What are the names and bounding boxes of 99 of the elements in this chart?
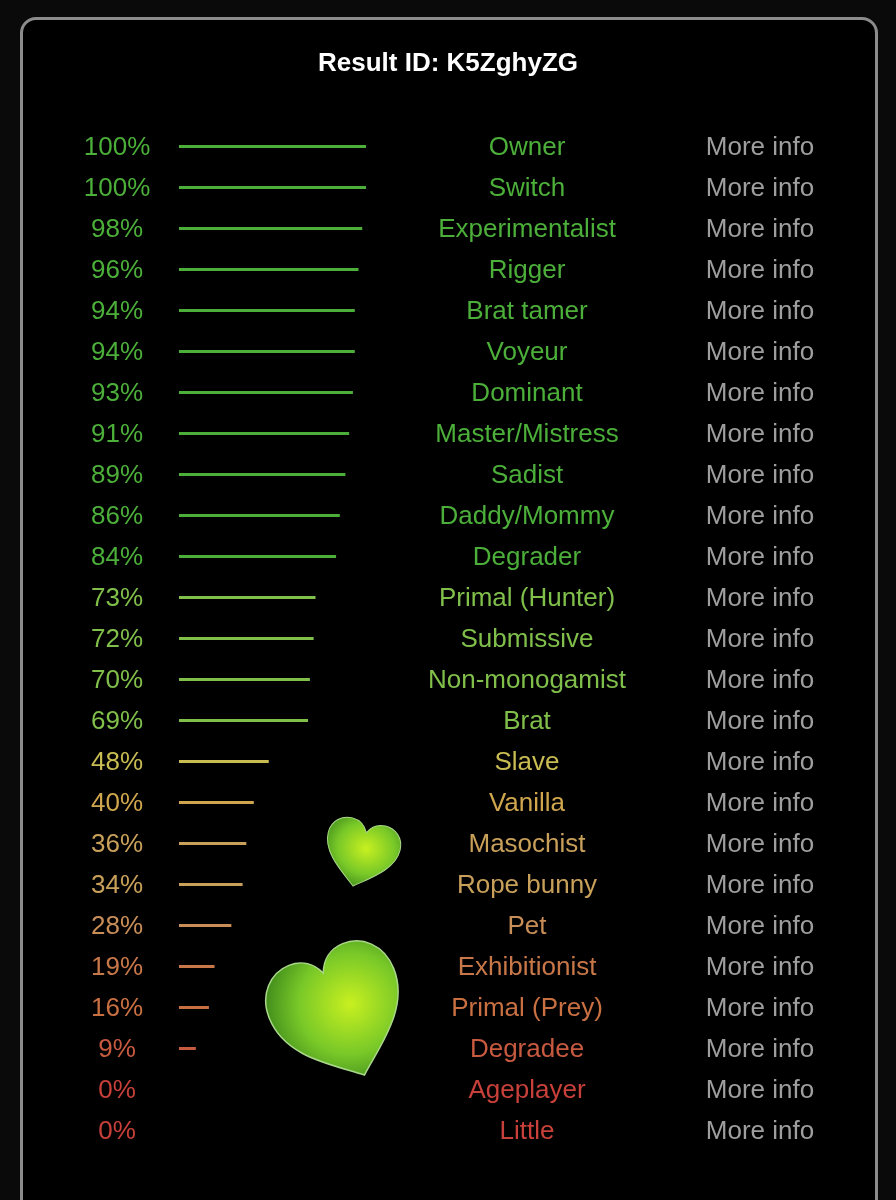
y-tick-label: Experimentalist bbox=[438, 212, 617, 243]
text: More info bbox=[705, 909, 815, 940]
text: More info bbox=[705, 991, 815, 1022]
bar bbox=[179, 1006, 209, 1009]
bar bbox=[179, 432, 350, 435]
y-tick-label: Exhibitionist bbox=[457, 950, 598, 981]
data-label: 94% bbox=[90, 294, 144, 325]
bar bbox=[179, 719, 309, 722]
y-tick-label: Little bbox=[499, 1114, 555, 1145]
bar bbox=[179, 678, 310, 681]
data-label: 89% bbox=[90, 458, 144, 489]
bar bbox=[179, 596, 316, 599]
data-label: 0% bbox=[98, 1114, 136, 1145]
bar bbox=[179, 350, 355, 353]
text: More info bbox=[705, 581, 815, 612]
data-label: 96% bbox=[90, 253, 144, 284]
bar bbox=[179, 514, 340, 517]
bar bbox=[179, 145, 366, 148]
data-label: 28% bbox=[90, 909, 144, 940]
y-tick-label: Pet bbox=[507, 909, 548, 940]
data-label: 34% bbox=[90, 868, 144, 899]
data-label: 93% bbox=[90, 376, 144, 407]
bar bbox=[179, 473, 346, 476]
bar bbox=[179, 883, 243, 886]
y-tick-label: Voyeur bbox=[486, 335, 568, 366]
text: More info bbox=[705, 868, 815, 899]
text: More info bbox=[705, 130, 815, 161]
y-tick-label: Master/Mistress bbox=[435, 417, 619, 448]
text: More info bbox=[705, 212, 815, 243]
data-label: 0% bbox=[98, 1073, 136, 1104]
y-tick-label: Rope bunny bbox=[456, 868, 598, 899]
y-tick-label: Degradee bbox=[469, 1032, 585, 1063]
bar bbox=[179, 760, 269, 763]
bar bbox=[179, 391, 353, 394]
y-tick-label: Switch bbox=[488, 171, 566, 202]
data-label: 73% bbox=[90, 581, 144, 612]
y-tick-label: Vanilla bbox=[488, 786, 566, 817]
text: More info bbox=[705, 499, 815, 530]
y-tick-label: Dominant bbox=[471, 376, 584, 407]
data-label: 70% bbox=[90, 663, 144, 694]
bar bbox=[179, 1047, 196, 1050]
data-label: 72% bbox=[90, 622, 144, 653]
text: More info bbox=[705, 294, 815, 325]
bar bbox=[179, 924, 232, 927]
text: More info bbox=[705, 827, 815, 858]
data-label: 100% bbox=[83, 171, 151, 202]
data-label: 19% bbox=[90, 950, 144, 981]
bar bbox=[179, 965, 215, 968]
text: More info bbox=[705, 376, 815, 407]
y-tick-label: Daddy/Mommy bbox=[439, 499, 615, 530]
text: More info bbox=[705, 253, 815, 284]
text: More info bbox=[705, 745, 815, 776]
text: More info bbox=[705, 622, 815, 653]
data-label: 9% bbox=[98, 1032, 136, 1063]
text: More info bbox=[705, 458, 815, 489]
y-tick-label: Slave bbox=[494, 745, 560, 776]
y-tick-label: Owner bbox=[488, 130, 566, 161]
data-label: 91% bbox=[90, 417, 144, 448]
bar bbox=[179, 842, 247, 845]
y-tick-label: Brat bbox=[503, 704, 552, 735]
data-label: 84% bbox=[90, 540, 144, 571]
bar bbox=[179, 637, 314, 640]
bar bbox=[179, 227, 363, 230]
bar bbox=[179, 555, 337, 558]
y-tick-label: Rigger bbox=[488, 253, 566, 284]
text: More info bbox=[705, 950, 815, 981]
text: More info bbox=[705, 335, 815, 366]
y-tick-label: Degrader bbox=[472, 540, 582, 571]
y-tick-label: Non-monogamist bbox=[428, 663, 627, 694]
data-label: 16% bbox=[90, 991, 144, 1022]
data-label: 100% bbox=[83, 130, 151, 161]
data-label: 40% bbox=[90, 786, 144, 817]
text: More info bbox=[705, 663, 815, 694]
y-tick-label: Submissive bbox=[460, 622, 594, 653]
bar bbox=[179, 309, 355, 312]
y-tick-label: Sadist bbox=[490, 458, 564, 489]
bar bbox=[179, 268, 359, 271]
data-label: 94% bbox=[90, 335, 144, 366]
text: More info bbox=[705, 1032, 815, 1063]
y-tick-label: Primal (Prey) bbox=[451, 991, 603, 1022]
text: More info bbox=[705, 540, 815, 571]
y-tick-label: Primal (Hunter) bbox=[438, 581, 616, 612]
text: Result ID: K5ZghyZG bbox=[317, 47, 579, 77]
data-label: 36% bbox=[90, 827, 144, 858]
y-tick-label: Masochist bbox=[468, 827, 587, 858]
bar bbox=[179, 801, 254, 804]
data-label: 48% bbox=[90, 745, 144, 776]
text: More info bbox=[705, 704, 815, 735]
y-tick-label: Brat tamer bbox=[466, 294, 589, 325]
y-tick-label: Ageplayer bbox=[468, 1073, 586, 1104]
text: More info bbox=[705, 171, 815, 202]
text: More info bbox=[705, 417, 815, 448]
data-label: 98% bbox=[90, 212, 144, 243]
data-label: 69% bbox=[90, 704, 144, 735]
text: More info bbox=[705, 786, 815, 817]
data-label: 86% bbox=[90, 499, 144, 530]
text: More info bbox=[705, 1073, 815, 1104]
text: More info bbox=[705, 1114, 815, 1145]
bar bbox=[179, 186, 366, 189]
